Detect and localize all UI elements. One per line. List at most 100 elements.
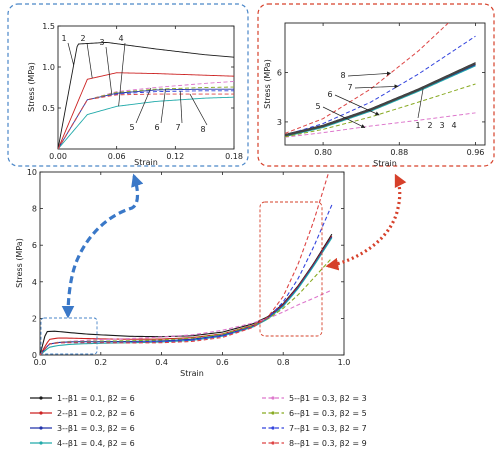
- main-ytick-label: 4: [32, 278, 37, 287]
- right-inset-series-6: [285, 83, 476, 138]
- main-series-6: [40, 257, 333, 355]
- legend-marker-2: [39, 411, 43, 415]
- left-inset-ytick-label: 1.5: [42, 22, 55, 31]
- right-inset-label-1: 1: [415, 121, 420, 130]
- legend: 1--β1 = 0.1, β2 = 6 2--β1 = 0.2, β2 = 6 3-…: [30, 394, 367, 448]
- main-chart: 0.0 0.2 0.4 0.6 0.8 1.0 0 2 4 6 8 10 Strain Stress …: [15, 168, 350, 378]
- legend-marker-5: [271, 396, 275, 400]
- right-inset-series-8: [285, 23, 450, 134]
- left-inset-label-4: 4: [118, 34, 123, 43]
- left-inset-xlabel: Strain: [134, 158, 158, 167]
- left-inset-label-5: 5: [129, 123, 134, 132]
- main-xtick-label: 0.4: [155, 358, 168, 367]
- main-xtick-label: 1.0: [338, 358, 351, 367]
- main-xlabel: Strain: [180, 369, 204, 378]
- left-inset-label-7: 7: [175, 123, 180, 132]
- main-series-1: [40, 233, 333, 355]
- main-xtick-label: 0.8: [277, 358, 290, 367]
- right-inset-plot-frame: [284, 22, 486, 146]
- left-inset-series-6: [58, 86, 234, 149]
- right-inset-label-4: 4: [451, 121, 456, 130]
- legend-label-1: 1--β1 = 0.1, β2 = 6: [57, 394, 135, 403]
- main-ytick-label: 8: [32, 205, 37, 214]
- right-inset-xlabel: Strain: [373, 159, 397, 168]
- legend-label-4: 4--β1 = 0.4, β2 = 6: [57, 439, 135, 448]
- main-xtick-label: 0.6: [216, 358, 229, 367]
- legend-marker-8: [271, 441, 275, 445]
- legend-label-6: 6--β1 = 0.3, β2 = 5: [289, 409, 367, 418]
- left-inset-series-4: [58, 96, 234, 149]
- legend-label-7: 7--β1 = 0.3, β2 = 7: [289, 424, 367, 433]
- main-series-8: [40, 172, 330, 355]
- left-inset-xtick-label: 0.06: [108, 152, 126, 161]
- left-inset-ytick-label: 0.5: [42, 104, 55, 113]
- right-inset-label-7: 7: [347, 83, 352, 92]
- right-inset-label-5: 5: [315, 102, 320, 111]
- right-inset-xtick-label: 0.96: [467, 148, 485, 157]
- left-inset-plot-frame: [57, 25, 235, 150]
- right-inset-series-2: [285, 63, 476, 136]
- left-inset-leader-5: [135, 87, 152, 124]
- right-inset-leader-solid-group: [417, 88, 424, 119]
- right-inset-ytick-label: 3: [277, 118, 282, 127]
- right-inset-series-1: [285, 62, 476, 135]
- left-inset-label-8: 8: [200, 125, 205, 134]
- legend-marker-3: [39, 426, 43, 430]
- left-inset-label-2: 2: [80, 34, 85, 43]
- right-inset-xtick-label: 0.80: [314, 148, 332, 157]
- legend-marker-1: [39, 396, 43, 400]
- main-series-5: [40, 289, 333, 355]
- right-inset-leader-7: [354, 84, 399, 89]
- main-series-7: [40, 204, 333, 355]
- left-inset-label-3: 3: [99, 38, 104, 47]
- left-inset-label-6: 6: [154, 123, 159, 132]
- left-inset-leader-1: [67, 42, 74, 66]
- main-series-3: [40, 236, 333, 355]
- right-inset-ytick-label: 6: [277, 68, 282, 77]
- legend-marker-7: [271, 426, 275, 430]
- right-inset-series-7: [285, 35, 476, 136]
- right-inset-series-group: [285, 23, 476, 138]
- legend-label-8: 8--β1 = 0.3, β2 = 9: [289, 439, 367, 448]
- main-ytick-label: 6: [32, 241, 37, 250]
- right-inset-label-3: 3: [439, 121, 444, 130]
- left-inset-callouts: 1 2 3 4 5 6 7 8: [61, 34, 208, 134]
- left-inset-leader-3: [105, 46, 113, 95]
- legend-label-2: 2--β1 = 0.2, β2 = 6: [57, 409, 135, 418]
- right-inset-series-4: [285, 65, 476, 138]
- left-inset-series-1: [58, 41, 234, 149]
- right-inset-ylabel: Stress (MPa): [263, 59, 272, 109]
- left-inset-xtick-label: 0.00: [49, 152, 67, 161]
- left-inset-series-2: [58, 72, 234, 149]
- main-xtick-label: 0.2: [94, 358, 107, 367]
- main-ylabel: Stress (MPa): [15, 238, 24, 288]
- right-inset-label-8: 8: [340, 71, 345, 80]
- left-inset-axis-ticks: 0.00 0.06 0.12 0.18 0.5 1.0 1.5: [42, 22, 243, 161]
- left-inset-series-group: [58, 41, 234, 149]
- left-inset-leader-8: [189, 93, 208, 126]
- legend-label-3: 3--β1 = 0.3, β2 = 6: [57, 424, 135, 433]
- right-inset-callouts: 87 65 1 2 3 4: [315, 71, 456, 130]
- legend-marker-6: [271, 411, 275, 415]
- main-ytick-label: 0: [32, 351, 37, 360]
- blue-connector-arrow: [61, 173, 144, 319]
- left-inset-leader-4: [118, 42, 126, 107]
- right-inset-label-2: 2: [427, 121, 432, 130]
- right-inset-leader-5: [322, 106, 366, 129]
- left-inset-leader-6: [160, 88, 166, 124]
- main-series-group: [40, 172, 333, 355]
- zoom-box-large-strain: [259, 201, 323, 337]
- right-inset-leader-8: [347, 71, 392, 77]
- right-inset-axis-ticks: 0.80 0.88 0.96 3 6: [277, 23, 485, 157]
- left-inset-label-1: 1: [61, 34, 66, 43]
- right-inset-xtick-label: 0.88: [390, 148, 408, 157]
- legend-marker-4: [39, 441, 43, 445]
- red-connector-arrow: [325, 173, 407, 271]
- left-inset-leader-7: [179, 91, 183, 124]
- right-inset-frame: [257, 3, 495, 167]
- left-inset-ylabel: Stress (MPa): [27, 62, 36, 112]
- left-inset-series-5: [58, 80, 234, 149]
- right-inset-label-6: 6: [327, 90, 332, 99]
